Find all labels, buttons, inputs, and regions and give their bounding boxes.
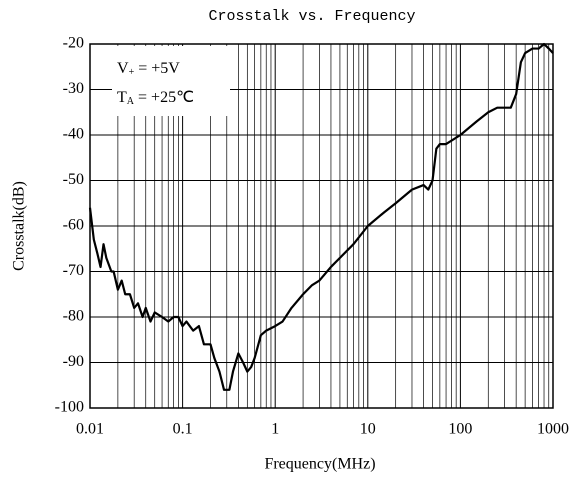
annotation: V+ = +5V bbox=[117, 60, 180, 79]
y-tick-label: -40 bbox=[63, 126, 84, 143]
y-tick-label: -20 bbox=[63, 35, 84, 52]
x-tick-label: 10 bbox=[360, 421, 376, 438]
data-line bbox=[88, 42, 554, 391]
chart-title: Crosstalk vs. Frequency bbox=[208, 8, 415, 25]
plot-frame bbox=[89, 43, 554, 409]
y-tick-label: -70 bbox=[63, 262, 84, 279]
x-tick-label: 1000 bbox=[537, 421, 569, 438]
y-tick-label: -100 bbox=[55, 399, 84, 416]
annotation-text: = +25℃ bbox=[134, 89, 194, 106]
plot bbox=[88, 42, 554, 391]
x-tick-label: 100 bbox=[448, 421, 472, 438]
annotation-base: V bbox=[117, 60, 129, 77]
annotation: TA = +25℃ bbox=[117, 89, 194, 108]
x-tick-label: 0.1 bbox=[173, 421, 193, 438]
x-tick-label: 1 bbox=[271, 421, 279, 438]
annotation-sub: + bbox=[129, 67, 135, 78]
y-axis-label: Crosstalk(dB) bbox=[11, 181, 28, 271]
axes: 0.01 0.1 1 10 100 1000 -100 -90 -80 -70 -60 -50 -40 -… bbox=[55, 35, 569, 438]
y-tick-label: -80 bbox=[63, 308, 84, 325]
y-tick-label: -30 bbox=[63, 80, 84, 97]
x-tick-label: 0.01 bbox=[76, 421, 104, 438]
annotation-box bbox=[112, 46, 230, 116]
x-axis-label: Frequency(MHz) bbox=[264, 456, 375, 473]
annotation-text: = +5V bbox=[134, 60, 180, 77]
y-tick-label: -60 bbox=[63, 217, 84, 234]
y-tick-label: -90 bbox=[63, 353, 84, 370]
y-tick-label: -50 bbox=[63, 171, 84, 188]
annotation-base: T bbox=[117, 89, 127, 106]
annotation-sub: A bbox=[127, 96, 135, 107]
